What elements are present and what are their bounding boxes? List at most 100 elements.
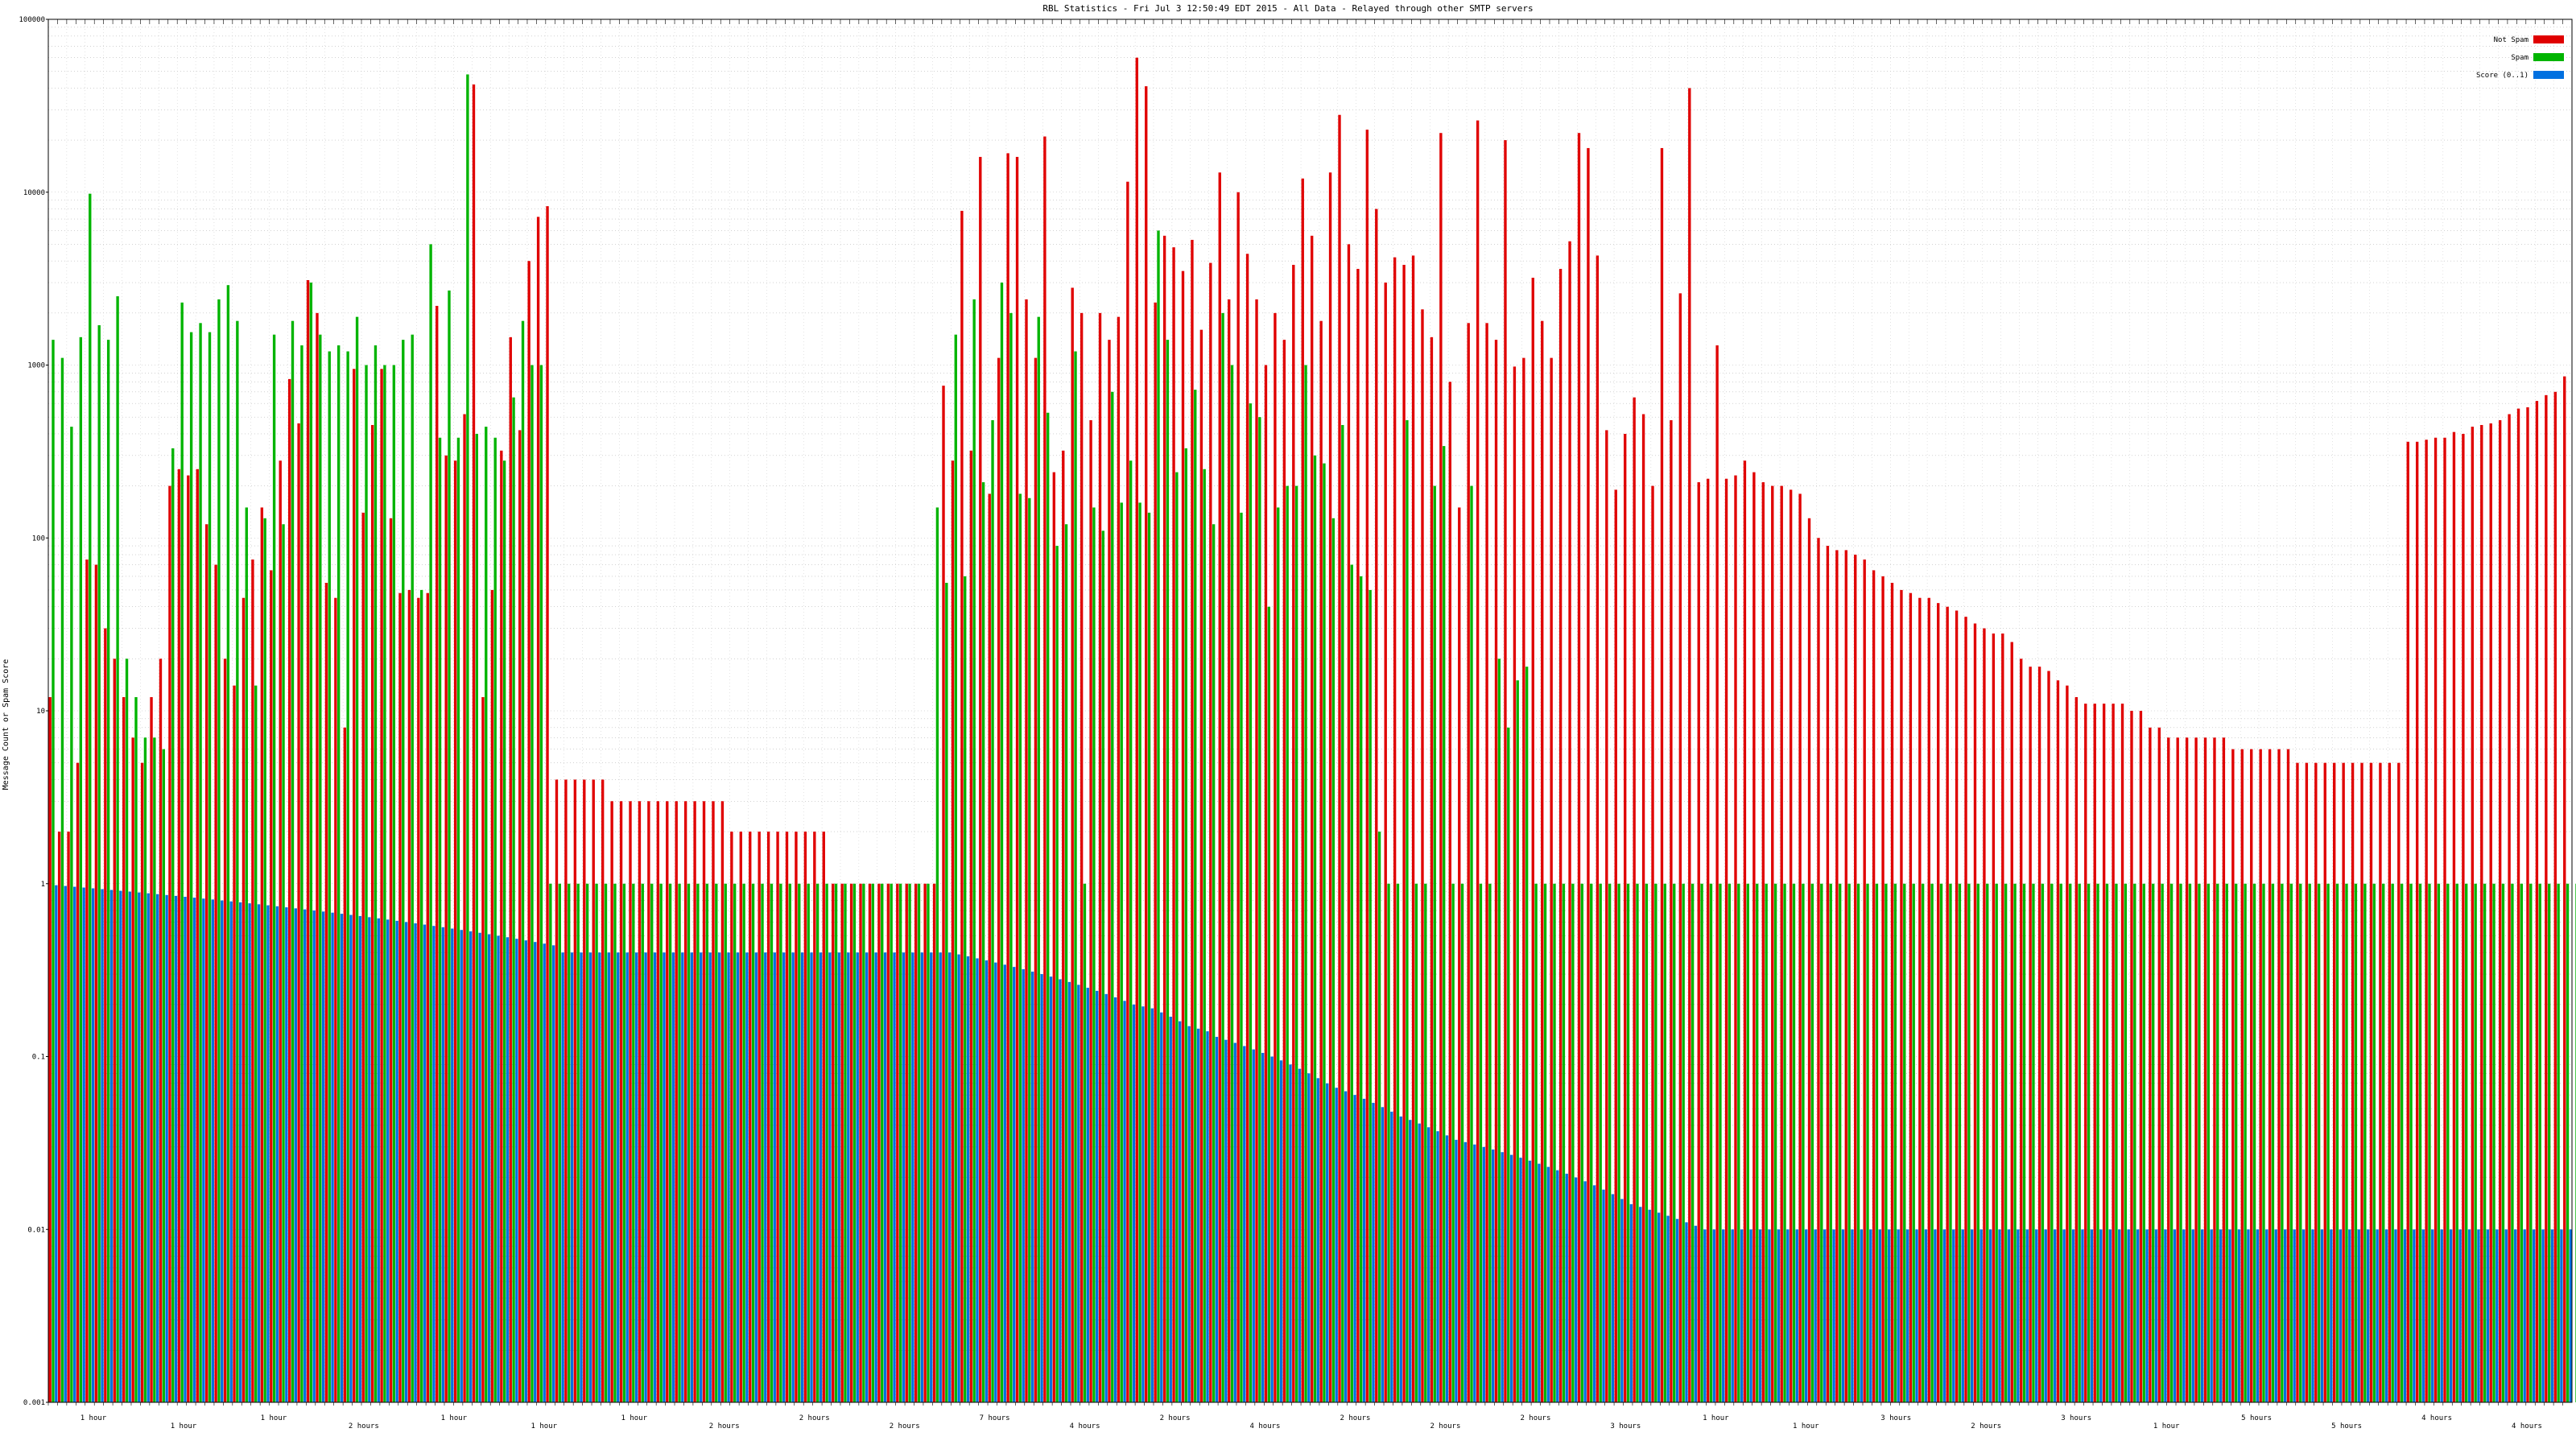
- score-bar: [1611, 1194, 1615, 1402]
- x-tick-label: 1 hour: [441, 1414, 468, 1422]
- spam-bar: [1184, 448, 1187, 1402]
- not-spam-bar: [1660, 147, 1664, 1403]
- score-bar: [1556, 1170, 1559, 1402]
- score-bar: [451, 928, 454, 1402]
- score-bar: [1353, 1095, 1356, 1402]
- score-bar: [2449, 1229, 2453, 1402]
- score-bar: [497, 935, 500, 1402]
- spam-bar: [1479, 883, 1483, 1402]
- spam-bar: [622, 883, 626, 1402]
- score-bar: [478, 932, 481, 1402]
- spam-bar: [1967, 883, 1971, 1402]
- score-bar: [1169, 1017, 1172, 1402]
- not-spam-bar: [1651, 485, 1654, 1402]
- spam-bar: [770, 883, 774, 1402]
- spam-bar: [1719, 883, 1722, 1402]
- spam-bar: [226, 285, 230, 1403]
- score-bar: [1666, 1216, 1670, 1402]
- spam-bar: [199, 323, 202, 1402]
- score-bar: [644, 952, 647, 1402]
- score-bar: [2090, 1229, 2094, 1402]
- score-bar: [2284, 1229, 2287, 1402]
- y-tick-label: 0.01: [27, 1226, 45, 1234]
- not-spam-bar: [2037, 667, 2041, 1402]
- not-spam-bar: [1577, 133, 1581, 1403]
- score-bar: [1528, 1160, 1532, 1402]
- not-spam-bar: [67, 832, 70, 1402]
- not-spam-bar: [2084, 704, 2087, 1402]
- spam-bar: [890, 883, 893, 1402]
- score-bar: [1252, 1049, 1255, 1402]
- spam-bar: [1866, 883, 1869, 1402]
- score-bar: [2311, 1229, 2314, 1402]
- score-bar: [1445, 1135, 1449, 1402]
- not-spam-bar: [472, 84, 476, 1402]
- score-bar: [1022, 969, 1025, 1402]
- spam-bar: [438, 437, 442, 1402]
- spam-bar: [1949, 883, 1952, 1402]
- not-spam-bar: [1052, 472, 1056, 1402]
- score-bar: [432, 926, 436, 1402]
- score-bar: [1409, 1120, 1412, 1402]
- not-spam-bar: [1541, 320, 1544, 1403]
- score-bar: [221, 900, 224, 1402]
- score-bar: [2182, 1229, 2186, 1402]
- score-bar: [2486, 1229, 2490, 1402]
- score-bar: [285, 907, 288, 1402]
- not-spam-bar: [749, 832, 752, 1402]
- spam-bar: [1636, 883, 1639, 1402]
- score-bar: [1758, 1229, 1762, 1402]
- spam-bar: [1976, 883, 1979, 1402]
- not-spam-bar: [1135, 57, 1138, 1402]
- score-bar: [377, 918, 380, 1402]
- not-spam-bar: [48, 697, 52, 1402]
- score-bar: [1150, 1008, 1154, 1402]
- spam-bar: [2124, 883, 2128, 1402]
- not-spam-bar: [2498, 419, 2502, 1403]
- not-spam-bar: [647, 801, 650, 1402]
- x-tick-label: 2 hours: [1971, 1422, 2001, 1430]
- score-bar: [1712, 1229, 1715, 1402]
- not-spam-bar: [1043, 136, 1046, 1402]
- spam-bar: [2115, 883, 2118, 1402]
- score-bar: [1270, 1056, 1274, 1402]
- score-bar: [1620, 1199, 1624, 1402]
- spam-bar: [696, 883, 700, 1402]
- score-bar: [1998, 1229, 2001, 1402]
- spam-bar: [2271, 883, 2275, 1402]
- not-spam-bar: [1218, 172, 1221, 1402]
- spam-bar: [162, 749, 165, 1402]
- score-bar: [791, 952, 795, 1402]
- score-bar: [2081, 1229, 2084, 1402]
- spam-bar: [402, 340, 405, 1402]
- legend-swatch: [2533, 53, 2564, 61]
- spam-bar: [852, 883, 857, 1402]
- score-bar: [1841, 1229, 1845, 1402]
- spam-bar: [134, 697, 138, 1402]
- score-bar: [2330, 1229, 2333, 1402]
- score-bar: [561, 952, 564, 1402]
- score-bar: [2035, 1229, 2038, 1402]
- spam-bar: [89, 193, 92, 1402]
- spam-bar: [79, 336, 83, 1403]
- not-spam-bar: [2333, 762, 2336, 1402]
- score-bar: [2440, 1229, 2443, 1402]
- spam-bar: [641, 883, 644, 1402]
- spam-bar: [1387, 883, 1390, 1402]
- score-bar: [1426, 1127, 1430, 1402]
- score-bar: [119, 890, 122, 1402]
- not-spam-bar: [2222, 737, 2226, 1402]
- not-spam-bar: [1172, 247, 1175, 1403]
- not-spam-bar: [1282, 340, 1286, 1402]
- score-bar: [2523, 1229, 2526, 1402]
- spam-bar: [2317, 883, 2321, 1402]
- spam-bar: [245, 507, 248, 1403]
- legend: Not Spam Spam Score (0..1): [2476, 35, 2564, 80]
- not-spam-bar: [1199, 329, 1203, 1402]
- spam-bar: [1507, 727, 1510, 1402]
- x-tick-label: 2 hours: [709, 1422, 740, 1430]
- spam-bar: [1443, 446, 1446, 1402]
- score-bar: [414, 923, 417, 1402]
- score-bar: [2320, 1229, 2324, 1402]
- spam-bar: [927, 883, 930, 1402]
